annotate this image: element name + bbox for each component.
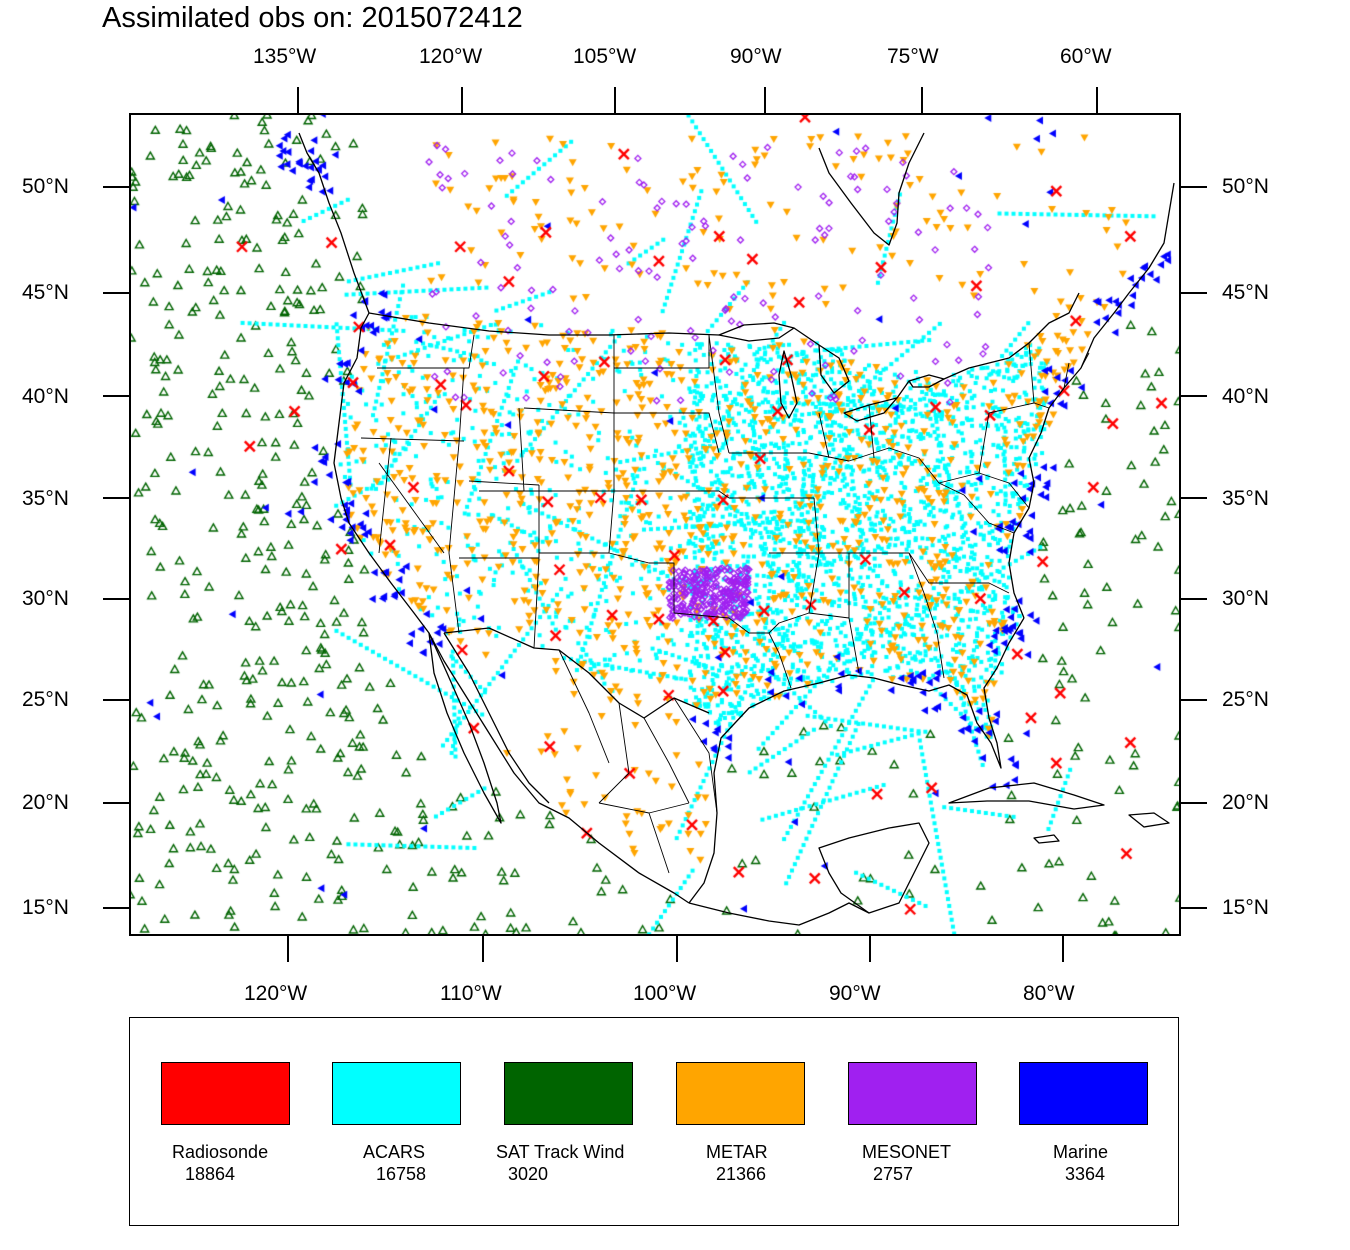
lake-huron: [818, 344, 850, 394]
legend-swatch-metar: [676, 1062, 805, 1125]
bottom-tick-label: 90°W: [829, 982, 881, 1005]
cuba: [948, 782, 1105, 810]
right-tick-label: 20°N: [1222, 791, 1269, 814]
map-plot-area: [129, 113, 1181, 936]
legend-label-radiosonde: Radiosonde: [172, 1142, 269, 1162]
bottom-tick-label: 100°W: [633, 982, 697, 1005]
left-tick-label: 30°N: [22, 587, 69, 610]
gulf-coastline: [688, 617, 1025, 904]
legend-count-radiosonde: 18864: [185, 1164, 236, 1184]
chart-title: Assimilated obs on: 2015072412: [102, 2, 523, 34]
atlantic-coastline: [1008, 182, 1175, 619]
hispaniola: [1128, 812, 1170, 828]
top-tick-label: 135°W: [253, 45, 317, 68]
left-tick-label: 50°N: [22, 175, 69, 198]
legend-label-acars: ACARS: [363, 1142, 426, 1162]
top-tick-label: 75°W: [887, 45, 939, 68]
left-tick-label: 15°N: [22, 896, 69, 919]
yucatan-peninsula: [818, 822, 930, 914]
baja-california: [428, 632, 502, 824]
legend-label-sat-track-wind: SAT Track Wind: [496, 1142, 625, 1162]
legend-count-mesonet: 2757: [873, 1164, 914, 1184]
legend-swatch-mesonet: [848, 1062, 977, 1125]
legend-label-mesonet: MESONET: [862, 1142, 952, 1162]
legend-swatch-acars: [332, 1062, 461, 1125]
top-tick-label: 60°W: [1060, 45, 1112, 68]
left-tick-label: 45°N: [22, 281, 69, 304]
us-mexico-border: [443, 627, 710, 719]
right-tick-label: 15°N: [1222, 896, 1269, 919]
us-canada-border: [368, 292, 1080, 399]
central-america: [688, 902, 870, 926]
right-tick-label: 50°N: [1222, 175, 1269, 198]
right-tick-label: 35°N: [1222, 487, 1269, 510]
mexico-west-coast: [443, 632, 550, 804]
legend-label-marine: Marine: [1053, 1142, 1109, 1162]
pacific-coastline: [298, 132, 690, 904]
bottom-tick-label: 110°W: [440, 982, 502, 1005]
top-tick-label: 90°W: [730, 45, 782, 68]
state-lines: [360, 334, 1090, 689]
left-tick-label: 40°N: [22, 385, 69, 408]
lake-michigan: [778, 350, 798, 419]
legend-panel: [129, 1017, 1179, 1226]
right-tick-label: 40°N: [1222, 385, 1269, 408]
hudson-bay-shore: [818, 132, 925, 246]
lake-ontario: [908, 374, 945, 388]
observation-points-layer: [129, 113, 1181, 936]
legend-count-sat-track-wind: 3020: [508, 1164, 549, 1184]
legend-swatch-radiosonde: [161, 1062, 290, 1125]
bottom-tick-label: 120°W: [244, 982, 308, 1005]
jamaica: [1033, 834, 1060, 844]
left-tick-label: 35°N: [22, 487, 69, 510]
lake-erie: [843, 397, 898, 422]
top-tick-label: 120°W: [419, 45, 483, 68]
left-tick-label: 25°N: [22, 688, 69, 711]
coastline-and-borders: [298, 132, 1175, 926]
bottom-tick-label: 80°W: [1023, 982, 1075, 1005]
right-tick-label: 45°N: [1222, 281, 1269, 304]
legend-swatch-sat-track-wind: [504, 1062, 633, 1125]
left-tick-label: 20°N: [22, 791, 69, 814]
legend-count-marine: 3364: [1065, 1164, 1106, 1184]
right-tick-label: 25°N: [1222, 688, 1269, 711]
legend-count-acars: 16758: [376, 1164, 427, 1184]
map-border: [129, 113, 1181, 936]
legend-label-metar: METAR: [706, 1142, 768, 1162]
mexico-state-lines: [558, 649, 718, 874]
top-tick-label: 105°W: [573, 45, 637, 68]
legend-count-metar: 21366: [716, 1164, 767, 1184]
legend-swatch-marine: [1019, 1062, 1148, 1125]
right-tick-label: 30°N: [1222, 587, 1269, 610]
